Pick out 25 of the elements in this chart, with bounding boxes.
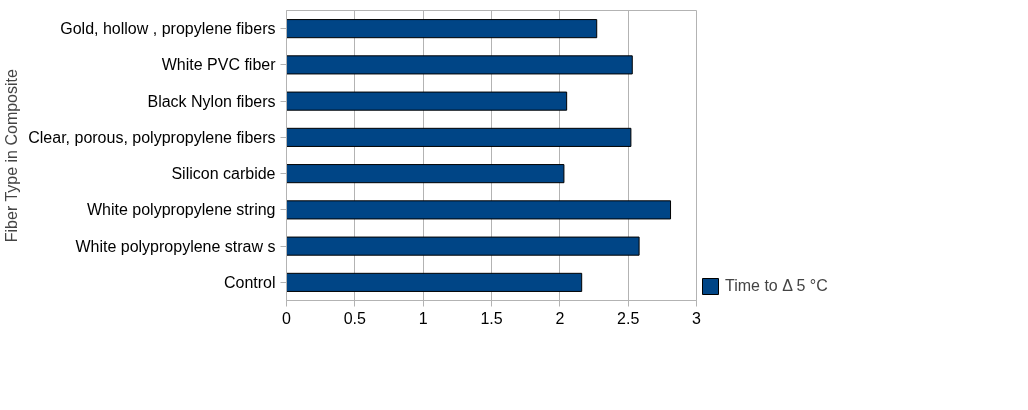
x-tick-label: 1	[418, 309, 428, 327]
bar	[286, 164, 565, 184]
x-tick-label: 0.5	[343, 309, 367, 327]
x-tick-label: 2	[555, 309, 565, 327]
y-tick-label: Control	[223, 273, 276, 291]
y-tick-label: Gold, hollow , propylene fibers	[60, 20, 276, 38]
x-tick-label: 1.5	[480, 309, 503, 327]
x-tick-label: 3	[692, 309, 702, 327]
bar	[286, 91, 568, 111]
y-tick-label: Clear, porous, polypropylene fibers	[28, 128, 276, 146]
bar	[286, 236, 640, 256]
x-tick-label: 2.5	[617, 309, 640, 327]
y-tick-label: White polypropylene string	[86, 201, 276, 219]
bar	[286, 55, 633, 75]
y-tick-label: Black Nylon fibers	[147, 92, 276, 110]
legend-label: Time to Δ 5 °C	[725, 277, 828, 295]
bar	[286, 272, 583, 292]
y-tick-label: White PVC fiber	[161, 56, 277, 74]
y-tick-label: Silicon carbide	[171, 165, 276, 183]
y-axis-title: Fiber Type in Composite	[3, 68, 21, 243]
bar	[286, 19, 598, 39]
y-tick-label: White polypropylene straw s	[75, 237, 276, 255]
bar	[286, 200, 672, 220]
x-tick-label: 0	[282, 309, 292, 327]
bar	[286, 127, 632, 147]
